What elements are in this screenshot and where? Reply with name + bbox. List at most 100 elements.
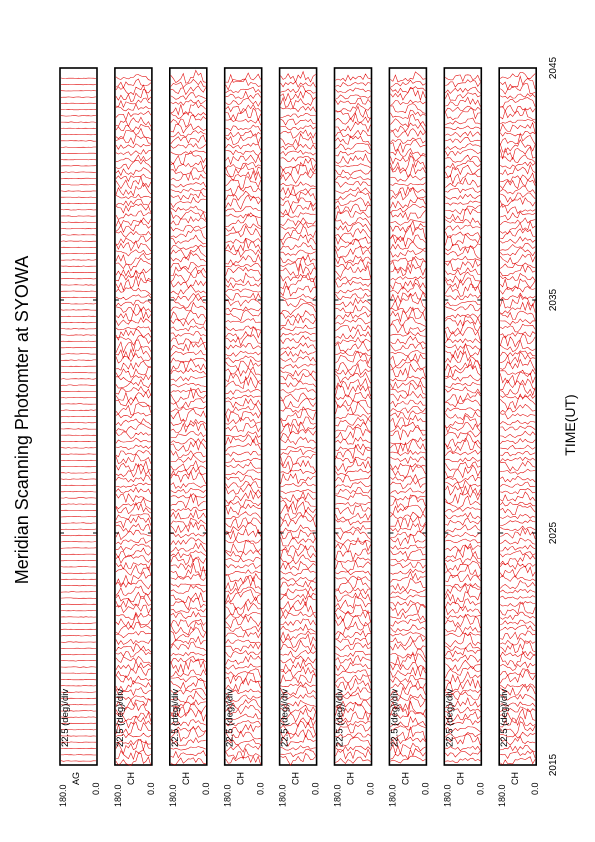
scan-trace xyxy=(61,140,97,142)
scan-trace xyxy=(115,210,151,220)
scan-trace xyxy=(115,84,152,96)
scan-trace xyxy=(500,630,536,641)
scan-trace xyxy=(280,149,316,156)
scan-trace xyxy=(445,750,481,758)
scan-trace xyxy=(500,744,536,752)
scan-trace xyxy=(225,720,261,727)
scan-trace xyxy=(115,240,152,252)
scan-trace xyxy=(280,372,316,382)
scan-trace xyxy=(499,138,536,153)
x-tick-label-2045: 2045 xyxy=(548,56,559,79)
scan-trace xyxy=(115,294,152,301)
scan-trace xyxy=(170,584,206,594)
scan-trace xyxy=(170,517,206,527)
scan-trace xyxy=(499,294,536,309)
scan-trace xyxy=(499,203,536,215)
scan-trace xyxy=(445,271,481,284)
scan-trace xyxy=(60,152,97,154)
scan-trace xyxy=(280,324,316,331)
scan-trace xyxy=(225,266,261,276)
scan-trace xyxy=(60,428,96,430)
scan-trace xyxy=(500,661,536,671)
y-tick-label-max: 180.0 xyxy=(223,784,233,807)
scan-trace xyxy=(170,493,206,509)
scan-trace xyxy=(445,172,481,185)
scan-trace xyxy=(115,379,152,389)
scan-trace xyxy=(225,72,261,83)
scan-trace xyxy=(61,403,96,405)
scan-trace xyxy=(115,154,152,163)
scan-trace xyxy=(445,415,481,428)
scan-trace xyxy=(115,564,152,576)
scan-trace xyxy=(280,623,316,633)
scan-trace xyxy=(499,670,536,684)
scan-trace xyxy=(335,203,371,214)
scan-trace xyxy=(390,220,426,233)
scan-trace xyxy=(335,210,371,221)
scan-trace xyxy=(445,574,481,583)
scan-trace xyxy=(280,681,316,688)
y-tick-label-max: 180.0 xyxy=(333,784,343,807)
scan-trace xyxy=(60,716,97,718)
scan-trace xyxy=(60,278,97,280)
scan-trace xyxy=(170,367,207,375)
scan-trace xyxy=(390,86,426,94)
scan-trace xyxy=(445,267,481,276)
scan-trace xyxy=(390,665,426,678)
scan-trace xyxy=(225,342,261,350)
scan-trace xyxy=(170,190,206,201)
scan-trace xyxy=(280,113,316,118)
scan-trace xyxy=(115,631,151,639)
scan-trace xyxy=(390,438,426,455)
scan-trace xyxy=(115,732,152,739)
scan-trace xyxy=(445,293,481,301)
scan-trace xyxy=(225,457,261,463)
scan-trace xyxy=(500,451,536,457)
scan-trace xyxy=(390,662,426,671)
x-tick-label-2025: 2025 xyxy=(548,521,559,544)
scan-trace xyxy=(500,619,536,627)
scan-trace xyxy=(445,625,481,634)
scan-trace xyxy=(115,268,152,277)
scan-trace xyxy=(60,240,96,242)
scan-trace xyxy=(170,421,207,433)
scan-trace xyxy=(445,327,481,342)
panel-channel-label: CH xyxy=(400,772,410,785)
scan-trace xyxy=(170,509,207,520)
y-tick-label-max: 180.0 xyxy=(278,784,288,807)
scan-trace xyxy=(500,368,536,376)
scan-trace xyxy=(170,537,206,546)
panel-8 xyxy=(443,67,483,766)
scan-trace xyxy=(61,109,97,111)
scan-trace xyxy=(335,537,371,553)
scan-trace xyxy=(60,760,97,762)
scan-trace xyxy=(60,284,97,286)
scan-trace xyxy=(390,263,426,277)
scan-trace xyxy=(280,745,316,751)
scan-trace xyxy=(225,238,261,252)
scan-trace xyxy=(445,733,481,746)
scan-trace xyxy=(60,578,97,580)
scan-trace xyxy=(170,506,206,513)
scan-trace xyxy=(115,418,152,427)
scan-trace xyxy=(280,685,316,696)
scan-trace xyxy=(115,753,152,766)
scan-trace xyxy=(390,256,426,272)
scan-trace xyxy=(225,162,261,170)
scan-trace xyxy=(500,262,536,269)
scan-trace xyxy=(445,304,481,312)
scan-trace xyxy=(225,563,261,569)
scan-trace xyxy=(445,479,481,489)
scan-trace xyxy=(280,496,316,511)
scan-trace xyxy=(280,185,316,197)
scan-trace xyxy=(60,666,97,668)
scan-trace xyxy=(115,660,152,671)
scan-trace xyxy=(500,640,536,653)
scan-trace xyxy=(170,493,206,499)
scan-trace xyxy=(335,377,371,391)
scan-trace xyxy=(280,197,316,208)
scan-trace xyxy=(225,376,261,390)
scan-trace xyxy=(225,483,261,495)
scan-trace xyxy=(280,459,316,473)
scan-trace xyxy=(499,273,536,281)
